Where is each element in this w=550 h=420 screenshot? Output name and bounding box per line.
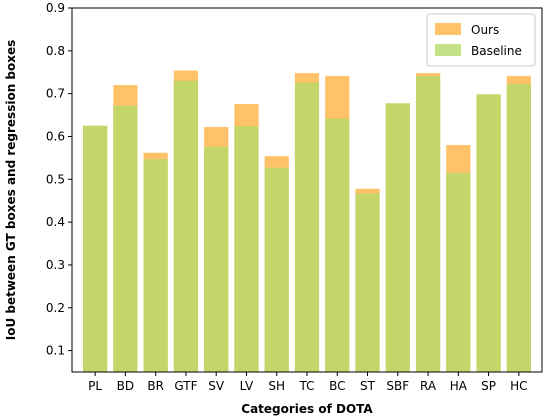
y-tick-label: 0.7 — [46, 87, 65, 101]
y-tick-label: 0.3 — [46, 258, 65, 272]
y-tick-label: 0.4 — [46, 215, 65, 229]
x-tick-label-hc: HC — [510, 379, 527, 393]
bar-baseline-ha — [446, 172, 471, 372]
bar-baseline-st — [355, 193, 380, 372]
bar-baseline-lv — [234, 126, 259, 373]
x-tick-label-bd: BD — [117, 379, 134, 393]
y-tick-label: 0.2 — [46, 301, 65, 315]
series-baseline-bars — [83, 76, 531, 373]
y-tick-label: 0.9 — [46, 1, 65, 15]
bar-baseline-br — [143, 159, 168, 372]
legend-swatch-ours — [435, 23, 461, 35]
y-tick-label: 0.1 — [46, 344, 65, 358]
y-tick-label: 0.5 — [46, 172, 65, 186]
x-tick-label-bc: BC — [329, 379, 345, 393]
x-axis-label: Categories of DOTA — [241, 402, 373, 416]
x-tick-label-sbf: SBF — [386, 379, 409, 393]
x-tick-label-ha: HA — [450, 379, 468, 393]
bar-baseline-tc — [294, 82, 320, 372]
x-tick-label-ra: RA — [420, 379, 437, 393]
x-tick-label-gtf: GTF — [174, 379, 197, 393]
legend-label-ours: Ours — [471, 23, 499, 37]
bar-baseline-pl — [83, 125, 108, 372]
bar-baseline-bd — [113, 105, 138, 373]
x-tick-label-sv: SV — [208, 379, 225, 393]
bar-baseline-gtf — [173, 80, 199, 373]
y-tick-label: 0.6 — [46, 129, 65, 143]
legend-swatch-baseline — [435, 44, 461, 56]
y-axis-ticks: 0.1 0.2 0.3 0.4 0.5 0.6 0.7 0.8 0.9 — [46, 1, 72, 358]
y-tick-label: 0.8 — [46, 44, 65, 58]
bar-baseline-sp — [476, 94, 501, 373]
legend: Ours Baseline — [426, 13, 536, 67]
x-tick-label-sp: SP — [481, 379, 496, 393]
legend-frame — [426, 13, 536, 67]
bar-baseline-sv — [204, 146, 229, 372]
x-tick-label-sh: SH — [268, 379, 285, 393]
bar-baseline-ra — [415, 76, 441, 372]
x-tick-label-br: BR — [147, 379, 164, 393]
legend-label-baseline: Baseline — [471, 44, 522, 58]
x-axis-ticks: PL BD BR GTF SV LV SH TC BC ST SBF RA HA SP HC — [88, 372, 528, 393]
bar-baseline-sh — [264, 167, 289, 372]
x-tick-label-tc: TC — [298, 379, 314, 393]
y-axis-label: IoU between GT boxes and regression boxe… — [4, 40, 18, 341]
x-tick-label-pl: PL — [88, 379, 102, 393]
x-tick-label-st: ST — [360, 379, 376, 393]
bar-baseline-sbf — [385, 103, 410, 372]
bar-baseline-hc — [506, 83, 531, 373]
bar-baseline-bc — [325, 118, 350, 372]
x-tick-label-lv: LV — [240, 379, 254, 393]
